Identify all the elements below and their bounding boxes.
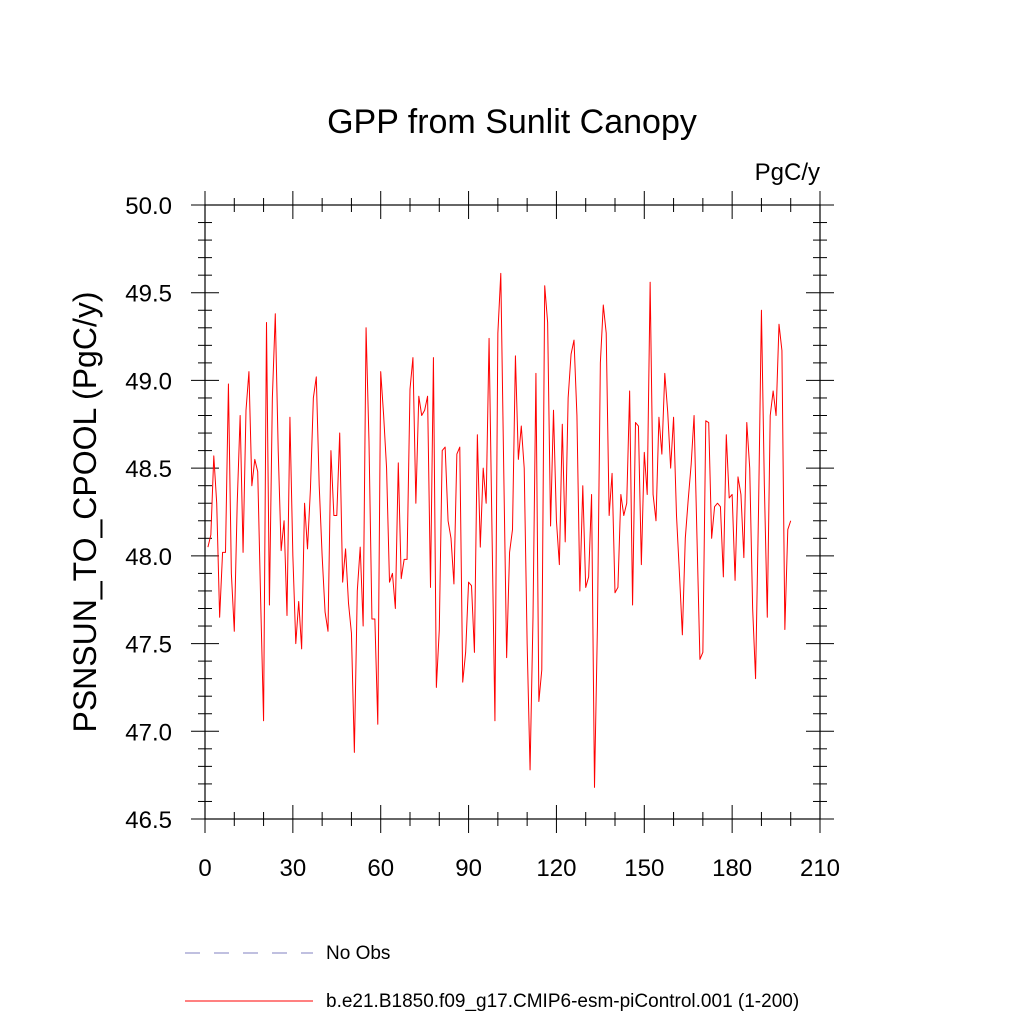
y-tick-label: 50.0 xyxy=(125,193,172,220)
series-line-model xyxy=(207,272,792,788)
legend: No Obs b.e21.B1850.f09_g17.CMIP6-esm-piC… xyxy=(185,943,799,1012)
y-axis-label: PSNSUN_TO_CPOOL (PgC/y) xyxy=(67,292,103,733)
x-tick-label: 210 xyxy=(800,855,840,882)
y-tick-label: 48.5 xyxy=(125,456,172,483)
x-tick-label: 0 xyxy=(198,855,211,882)
x-tick-label: 150 xyxy=(624,855,664,882)
x-tick-labels: 0 30 60 90 120 150 180 210 xyxy=(198,855,840,882)
chart-title: GPP from Sunlit Canopy xyxy=(327,103,697,141)
y-tick-labels: 46.5 47.0 47.5 48.0 48.5 49.0 49.5 50.0 xyxy=(125,193,172,834)
x-tick-label: 180 xyxy=(712,855,752,882)
legend-label-no-obs: No Obs xyxy=(326,943,390,964)
y-tick-label: 49.5 xyxy=(125,281,172,308)
y-tick-label: 49.0 xyxy=(125,368,172,395)
legend-label-model: b.e21.B1850.f09_g17.CMIP6-esm-piControl.… xyxy=(326,991,799,1012)
y-tick-label: 47.0 xyxy=(125,719,172,746)
x-tick-label: 60 xyxy=(367,855,394,882)
y-tick-label: 47.5 xyxy=(125,632,172,659)
plot-frame xyxy=(204,204,821,820)
y-tick-label: 48.0 xyxy=(125,544,172,571)
x-tick-label: 120 xyxy=(536,855,576,882)
x-tick-label: 30 xyxy=(280,855,307,882)
x-tick-label: 90 xyxy=(455,855,482,882)
y-tick-label: 46.5 xyxy=(125,807,172,834)
units-label: PgC/y xyxy=(755,159,820,186)
